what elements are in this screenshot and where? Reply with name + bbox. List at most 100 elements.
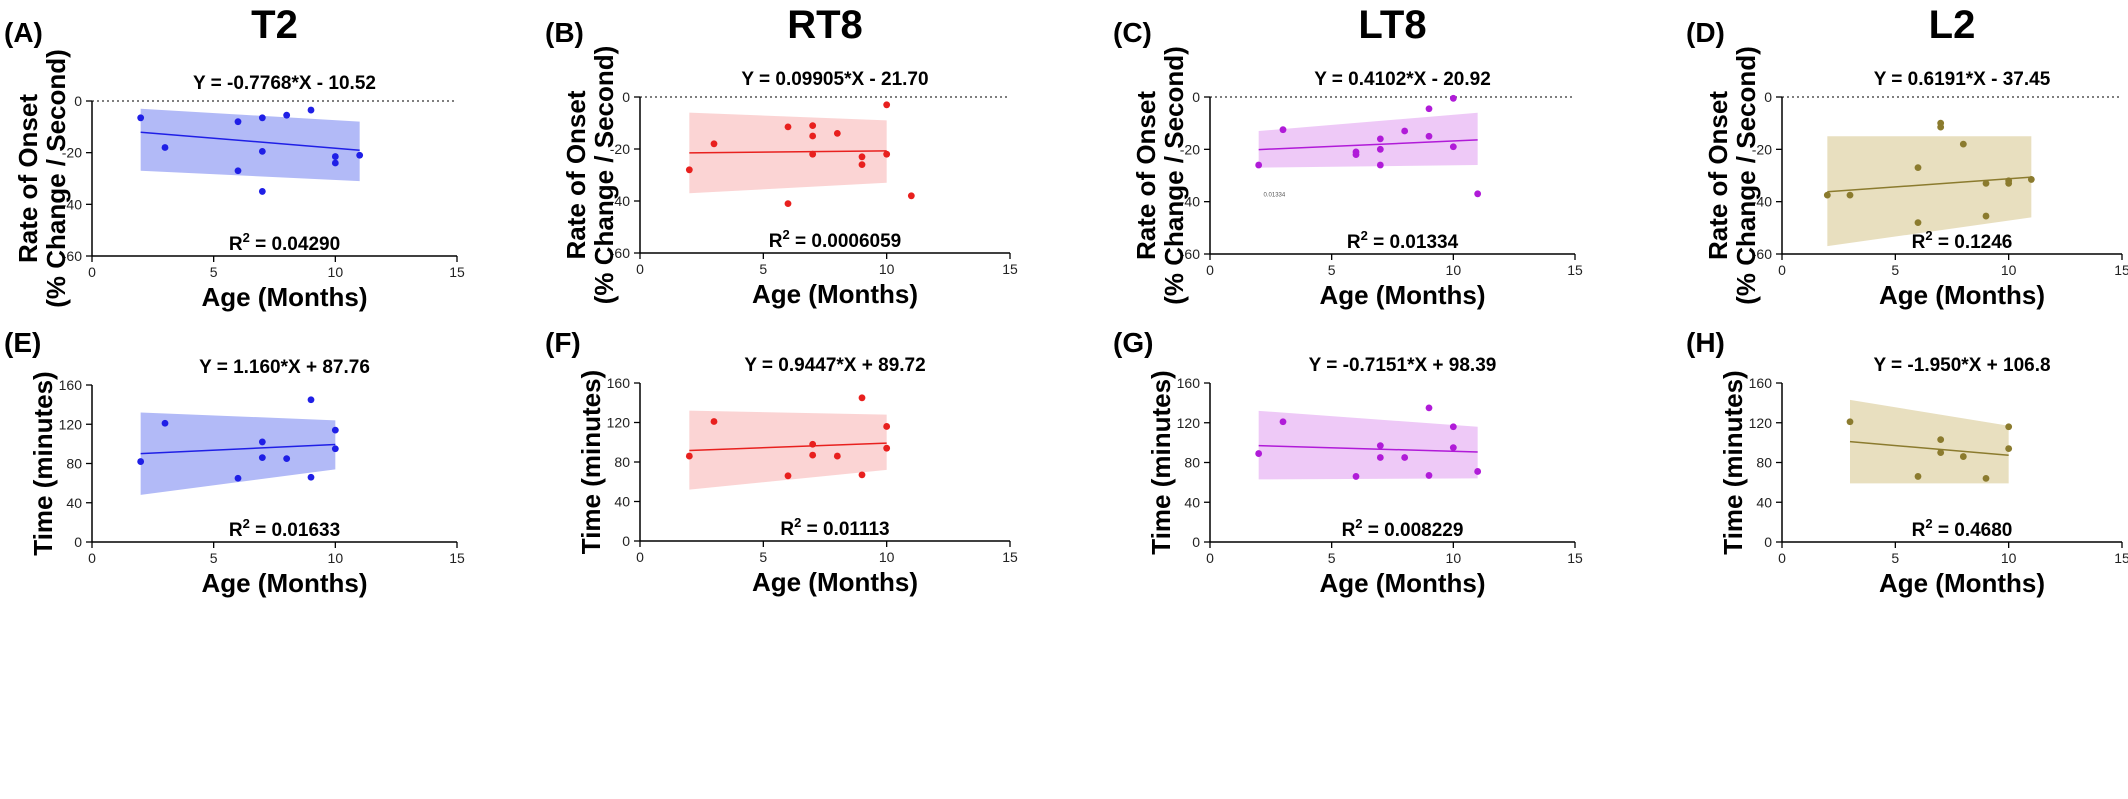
chart-panel: (E) Y = 1.160*X + 87.76 0 40 80 120 160 0 5 10 15 R… xyxy=(4,327,465,598)
x-tick-label: 10 xyxy=(1446,262,1462,278)
r-squared-superscript: 2 xyxy=(243,516,250,531)
regression-equation: Y = 1.160*X + 87.76 xyxy=(199,357,370,378)
x-tick-label: 5 xyxy=(759,549,767,565)
regression-equation: Y = 0.6191*X - 37.45 xyxy=(1874,69,2051,90)
x-tick-label: 15 xyxy=(2114,262,2128,278)
r-squared-superscript: 2 xyxy=(783,227,790,242)
regression-equation: Y = -0.7151*X + 98.39 xyxy=(1309,355,1497,376)
y-axis-label: Time (minutes) xyxy=(1146,370,1176,554)
panel-letter: (A) xyxy=(4,17,43,48)
data-point xyxy=(1376,145,1384,153)
data-point xyxy=(1449,94,1457,102)
y-tick-label: -60 xyxy=(1180,246,1200,262)
y-axis-label: (% Change / Second) xyxy=(1731,46,1761,305)
panel-title: T2 xyxy=(251,3,298,47)
chart-panel: (D) L2 Y = 0.6191*X - 37.45 0 -20 -40 -60 0 5 10 1… xyxy=(1686,3,2128,310)
x-axis-label: Age (Months) xyxy=(201,282,367,312)
data-point xyxy=(258,147,266,155)
data-point xyxy=(283,111,291,119)
data-point xyxy=(1425,404,1433,412)
y-tick-label: -60 xyxy=(610,245,630,261)
data-point xyxy=(2005,179,2013,187)
r-squared-value: = 0.01113 xyxy=(801,519,889,540)
panel-letter: (F) xyxy=(545,327,581,358)
data-point xyxy=(234,167,242,175)
data-point xyxy=(1279,126,1287,134)
y-tick-label: 40 xyxy=(66,495,82,511)
y-tick-label: 0 xyxy=(1764,89,1772,105)
data-point xyxy=(883,444,891,452)
x-axis-label: Age (Months) xyxy=(752,279,918,309)
chart-panel: (F) Y = 0.9447*X + 89.72 0 40 80 120 160 0 5 10 15… xyxy=(545,327,1018,597)
regression-equation: Y = 0.09905*X - 21.70 xyxy=(741,69,928,90)
small-note: 0.01334 xyxy=(1264,192,1286,198)
panel-title: L2 xyxy=(1929,3,1976,47)
r-squared-label: R2 = 0.1246 xyxy=(1912,228,2013,253)
y-tick-label: 80 xyxy=(1756,455,1772,471)
y-axis-label: Rate of Onset xyxy=(1131,91,1161,260)
y-tick-label: -40 xyxy=(62,196,82,212)
r-squared-label: R2 = 0.01113 xyxy=(780,515,889,540)
x-tick-label: 10 xyxy=(1446,550,1462,566)
x-tick-label: 15 xyxy=(1002,549,1018,565)
panel-title: RT8 xyxy=(787,3,863,47)
data-point xyxy=(809,451,817,459)
data-point xyxy=(1425,472,1433,479)
x-axis-label: Age (Months) xyxy=(752,567,918,597)
data-point xyxy=(710,140,718,148)
y-tick-label: 40 xyxy=(1184,494,1200,510)
regression-equation: Y = -1.950*X + 106.8 xyxy=(1873,355,2050,376)
data-point xyxy=(1279,418,1287,426)
data-point xyxy=(234,474,242,482)
y-tick-label: 120 xyxy=(59,416,83,432)
y-tick-label: -60 xyxy=(1752,246,1772,262)
y-tick-label: -20 xyxy=(1180,141,1200,157)
y-axis-label: Rate of Onset xyxy=(13,94,43,263)
regression-line xyxy=(689,150,887,154)
y-tick-label: 0 xyxy=(1192,89,1200,105)
x-tick-label: 0 xyxy=(1778,550,1786,566)
r-squared-symbol: R xyxy=(1912,520,1926,541)
y-tick-label: 160 xyxy=(607,375,631,391)
data-point xyxy=(2005,423,2013,431)
data-point xyxy=(331,426,339,434)
x-tick-label: 15 xyxy=(449,264,465,280)
regression-line xyxy=(140,443,336,455)
data-point xyxy=(809,150,817,158)
data-point xyxy=(685,452,693,460)
y-tick-label: -20 xyxy=(62,145,82,161)
data-point xyxy=(307,106,315,114)
y-tick-label: -40 xyxy=(610,193,630,209)
chart-panel: (B) RT8 Y = 0.09905*X - 21.70 0 -20 -40 -60 0 5 1… xyxy=(545,3,1018,309)
y-axis-label: (% Change / Second) xyxy=(589,46,619,305)
x-tick-label: 0 xyxy=(1778,262,1786,278)
r-squared-superscript: 2 xyxy=(1361,228,1368,243)
x-tick-label: 10 xyxy=(879,549,895,565)
data-point xyxy=(784,123,792,131)
x-tick-label: 15 xyxy=(2114,550,2128,566)
y-tick-label: 0 xyxy=(622,89,630,105)
data-point xyxy=(1376,454,1384,461)
chart-panel: (H) Y = -1.950*X + 106.8 0 40 80 120 160 0 5 10 15… xyxy=(1686,327,2128,598)
y-tick-label: 0 xyxy=(622,533,630,549)
r-squared-superscript: 2 xyxy=(1925,228,1932,243)
y-tick-label: 120 xyxy=(1749,415,1773,431)
x-axis-label: Age (Months) xyxy=(1319,568,1485,598)
data-point xyxy=(1846,418,1854,426)
r-squared-symbol: R xyxy=(769,231,783,252)
x-axis-label: Age (Months) xyxy=(1879,568,2045,598)
x-tick-label: 5 xyxy=(210,550,218,566)
data-point xyxy=(2005,445,2013,452)
x-tick-label: 15 xyxy=(1002,261,1018,277)
data-point xyxy=(1982,212,1990,220)
y-axis-label: Time (minutes) xyxy=(1718,370,1748,554)
chart-panel: (C) LT8 Y = 0.4102*X - 20.92 0 -20 -40 -60 0 5 10… xyxy=(1113,3,1583,310)
regression-line xyxy=(689,442,887,452)
data-point xyxy=(833,452,841,460)
data-point xyxy=(809,132,817,140)
data-point xyxy=(1937,449,1945,456)
data-point xyxy=(258,454,266,462)
y-tick-label: 0 xyxy=(74,534,82,550)
x-axis-label: Age (Months) xyxy=(1879,280,2045,310)
